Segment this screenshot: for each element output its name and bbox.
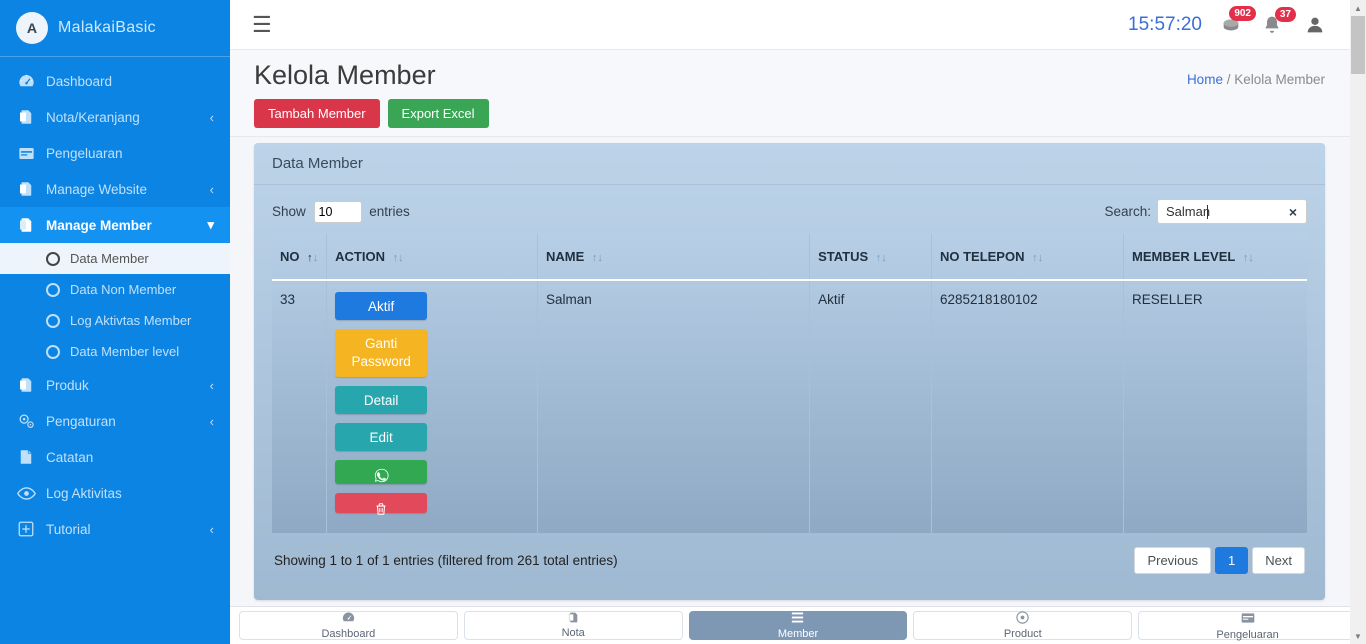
svg-text:A: A (27, 21, 37, 37)
